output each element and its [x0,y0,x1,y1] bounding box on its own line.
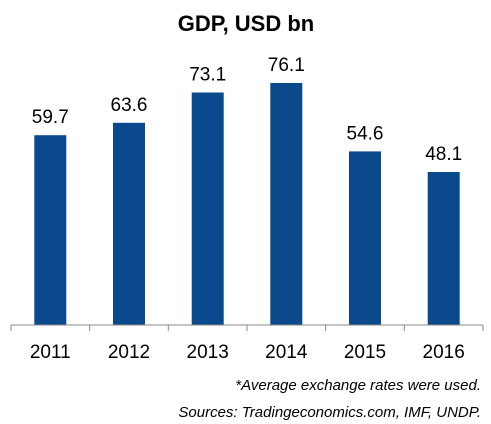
x-tick-label-2015: 2015 [344,342,386,363]
x-tick-label-2014: 2014 [265,342,308,363]
bar-2013 [191,92,224,325]
footnote-sources: Sources: Tradingeconomics.com, IMF, UNDP… [178,404,481,421]
chart-title: GDP, USD bn [178,11,315,36]
x-tick-label-2011: 2011 [30,342,71,363]
bar-2012 [113,122,145,325]
data-label-2014: 76.1 [268,55,305,76]
data-label-2013: 73.1 [189,65,226,86]
bar-2016 [427,172,460,325]
data-labels-group: 59.7 63.6 73.1 76.1 54.6 48.1 [32,55,462,165]
bar-2015 [349,151,381,325]
bars-group [34,83,460,325]
data-label-2011: 59.7 [32,107,69,128]
data-label-2012: 63.6 [111,95,148,116]
data-label-2016: 48.1 [425,144,462,165]
bar-2014 [270,83,303,325]
x-tick-label-2012: 2012 [108,342,150,363]
x-tick-label-2013: 2013 [187,342,229,363]
footnote-exchange-rates: *Average exchange rates were used. [235,377,481,394]
x-tick-label-2016: 2016 [423,342,465,363]
bar-2011 [34,135,67,325]
x-axis-ticks [10,325,484,331]
x-axis-tick-labels: 2011 2012 2013 2014 2015 2016 [30,342,465,363]
data-label-2015: 54.6 [347,123,384,144]
